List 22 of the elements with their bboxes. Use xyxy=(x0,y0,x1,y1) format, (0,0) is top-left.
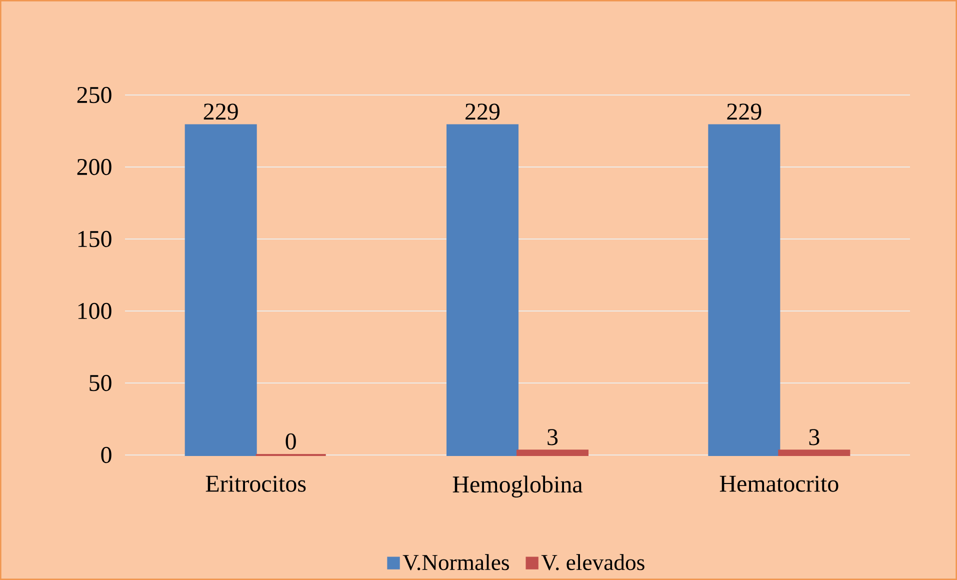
y-tick-label: 0 xyxy=(101,446,112,464)
data-label: 3 xyxy=(548,429,558,446)
y-tick-label: 50 xyxy=(90,374,112,392)
y-tick-label: 150 xyxy=(78,230,112,248)
x-tick-label: Hematocrito xyxy=(720,476,838,492)
data-label: 229 xyxy=(204,104,238,120)
y-tick-label: 200 xyxy=(77,158,112,176)
y-tick-label: 100 xyxy=(78,302,112,320)
bar xyxy=(446,124,519,456)
legend-label: V. elevados xyxy=(541,554,644,570)
bar xyxy=(184,124,257,456)
data-label: 0 xyxy=(286,433,296,450)
data-label: 229 xyxy=(466,104,500,120)
y-tick-label: 250 xyxy=(77,86,112,104)
x-tick-label: Hemoglobina xyxy=(452,476,583,498)
bar xyxy=(708,124,780,456)
data-label: 3 xyxy=(809,429,820,446)
data-label: 229 xyxy=(727,104,762,120)
bar xyxy=(778,450,850,456)
legend-label: V.Normales xyxy=(402,554,509,570)
bar xyxy=(516,450,589,456)
x-tick-label: Eritrocitos xyxy=(206,476,306,492)
